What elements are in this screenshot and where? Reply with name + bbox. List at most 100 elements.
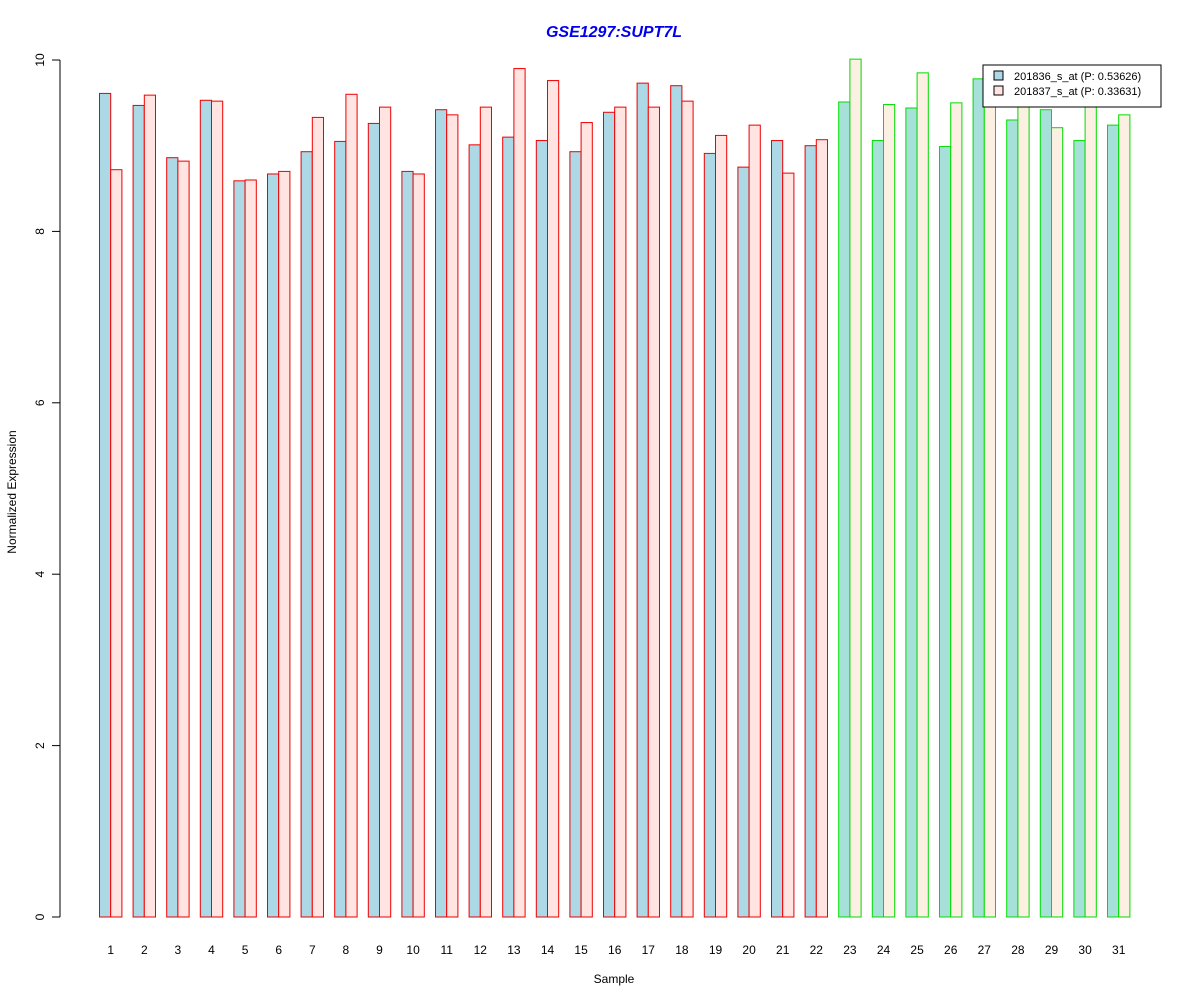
y-axis: 0 2 4 6 8 10 xyxy=(33,53,61,920)
bar-s1-14 xyxy=(535,140,548,918)
bar-s2-17 xyxy=(647,106,660,918)
bar-s2-4 xyxy=(211,100,224,918)
x-tick-label-14: 14 xyxy=(541,943,555,957)
x-tick-label-21: 21 xyxy=(776,943,790,957)
x-tick-label-10: 10 xyxy=(406,943,420,957)
bars-group xyxy=(99,58,1131,918)
x-tick-label-27: 27 xyxy=(978,943,992,957)
bar-s1-16 xyxy=(603,111,616,918)
bar-s2-23 xyxy=(849,58,862,918)
legend: 201836_s_at (P: 0.53626) 201837_s_at (P: … xyxy=(982,64,1162,108)
bar-s2-7 xyxy=(311,116,324,918)
bar-s1-4 xyxy=(199,99,213,918)
bar-s1-6 xyxy=(267,173,280,918)
x-tick-label-12: 12 xyxy=(474,943,488,957)
bar-s1-19 xyxy=(703,152,716,918)
bar-s1-24 xyxy=(871,140,884,918)
x-tick-label-3: 3 xyxy=(175,943,182,957)
x-tick-label-28: 28 xyxy=(1011,943,1025,957)
bar-s1-15 xyxy=(569,151,582,918)
x-tick-label-11: 11 xyxy=(440,943,453,957)
bar-s1-31 xyxy=(1107,124,1120,918)
bar-s1-17 xyxy=(636,82,649,918)
legend-swatch-2 xyxy=(993,85,1004,96)
x-tick-label-2: 2 xyxy=(141,943,148,957)
x-axis: 1 2 3 4 5 6 7 8 9 10 11 12 13 14 15 16 17 18 19 20 21 22 23 24 2… xyxy=(107,943,1125,957)
x-tick-label-13: 13 xyxy=(507,943,521,957)
bar-s2-14 xyxy=(547,80,560,918)
bar-s2-30 xyxy=(1084,86,1097,918)
bar-s1-3 xyxy=(166,157,179,918)
bar-s2-16 xyxy=(614,106,627,918)
bar-s1-2 xyxy=(132,104,145,918)
legend-label-2: 201837_s_at (P: 0.33631) xyxy=(1014,86,1141,98)
y-tick-label-0: 0 xyxy=(33,913,47,920)
x-tick-label-5: 5 xyxy=(242,943,249,957)
bar-s2-26 xyxy=(950,102,963,918)
bar-s2-8 xyxy=(345,93,358,918)
bar-s1-23 xyxy=(838,101,851,918)
x-tick-label-30: 30 xyxy=(1078,943,1092,957)
bar-s1-11 xyxy=(435,109,448,918)
bar-s1-9 xyxy=(367,122,380,918)
bar-s2-13 xyxy=(513,68,526,918)
legend-label-1: 201836_s_at (P: 0.53626) xyxy=(1014,71,1141,83)
x-tick-label-1: 1 xyxy=(107,943,114,957)
bar-s1-29 xyxy=(1039,109,1053,918)
bar-s1-20 xyxy=(737,166,750,918)
x-tick-label-17: 17 xyxy=(642,943,656,957)
y-tick-label-8: 8 xyxy=(33,228,47,235)
bar-s2-10 xyxy=(412,173,425,918)
bar-s1-25 xyxy=(905,107,918,918)
x-tick-label-26: 26 xyxy=(944,943,958,957)
bar-s2-5 xyxy=(244,179,257,918)
bar-s1-7 xyxy=(300,151,313,918)
bar-s1-13 xyxy=(502,136,515,918)
y-axis-label: Normalized Expression xyxy=(5,430,19,553)
bar-s2-2 xyxy=(143,94,157,918)
bar-s2-15 xyxy=(580,122,593,918)
x-tick-label-22: 22 xyxy=(810,943,824,957)
x-tick-label-24: 24 xyxy=(877,943,891,957)
bar-s2-9 xyxy=(379,106,392,918)
bar-s1-10 xyxy=(401,170,414,918)
x-tick-label-18: 18 xyxy=(675,943,689,957)
x-tick-label-4: 4 xyxy=(208,943,215,957)
chart-title: GSE1297:SUPT7L xyxy=(546,24,682,41)
bar-s2-3 xyxy=(177,160,190,918)
bar-s2-21 xyxy=(782,172,795,918)
x-tick-label-19: 19 xyxy=(709,943,723,957)
bar-s2-28 xyxy=(1017,83,1030,918)
legend-box xyxy=(982,64,1162,108)
bar-s1-21 xyxy=(771,140,784,918)
bar-s2-12 xyxy=(479,106,492,918)
x-tick-label-6: 6 xyxy=(275,943,282,957)
x-tick-label-7: 7 xyxy=(309,943,316,957)
bar-s1-5 xyxy=(233,180,246,918)
y-tick-label-2: 2 xyxy=(33,742,47,749)
bar-s1-1 xyxy=(99,92,112,918)
y-tick-label-4: 4 xyxy=(33,571,47,578)
x-tick-label-25: 25 xyxy=(910,943,924,957)
bar-s2-27 xyxy=(983,64,996,918)
bar-s1-27 xyxy=(972,78,985,918)
bar-s2-19 xyxy=(715,134,728,918)
bar-s2-29 xyxy=(1051,127,1064,918)
x-tick-label-29: 29 xyxy=(1045,943,1059,957)
x-tick-label-8: 8 xyxy=(343,943,350,957)
bar-s1-18 xyxy=(670,85,683,918)
bar-s1-8 xyxy=(334,140,347,918)
bar-s2-1 xyxy=(110,169,123,918)
x-axis-label: Sample xyxy=(594,972,635,986)
bar-s1-22 xyxy=(804,145,817,918)
bar-s2-11 xyxy=(446,114,459,918)
x-tick-label-9: 9 xyxy=(376,943,383,957)
x-tick-label-20: 20 xyxy=(742,943,756,957)
x-tick-label-23: 23 xyxy=(843,943,857,957)
bar-s1-28 xyxy=(1006,119,1019,918)
y-tick-label-10: 10 xyxy=(33,53,47,67)
bar-s2-18 xyxy=(681,100,694,918)
bar-s2-25 xyxy=(916,72,929,918)
bar-s2-6 xyxy=(278,170,291,918)
